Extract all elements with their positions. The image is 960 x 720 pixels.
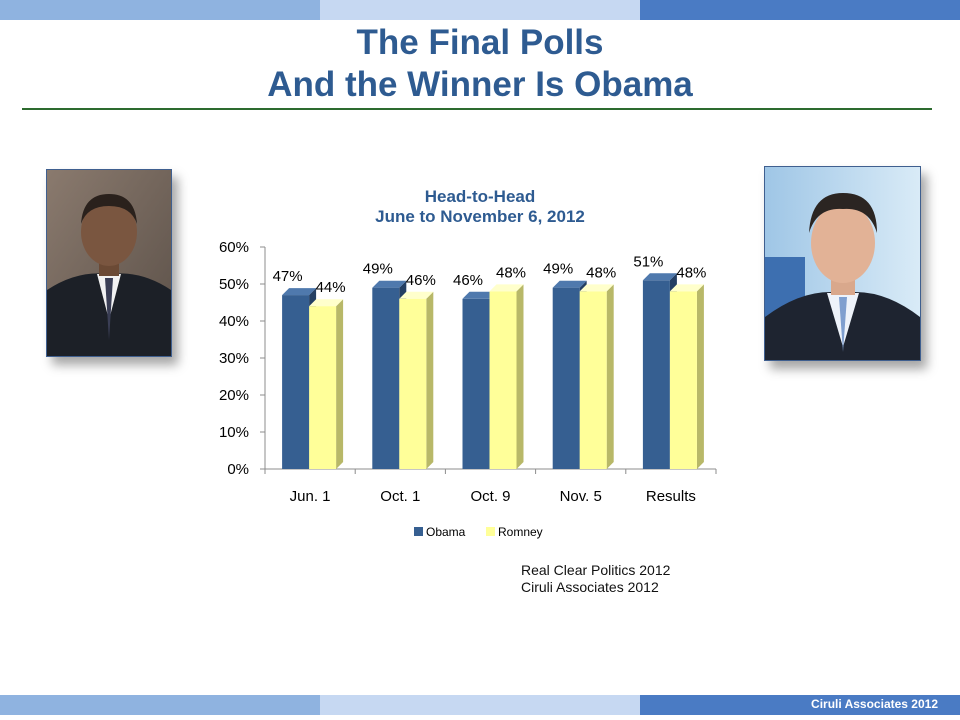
slide-title: The Final Polls And the Winner Is Obama xyxy=(0,22,960,106)
top-color-band xyxy=(0,0,960,20)
legend-item-romney: Romney xyxy=(486,525,543,539)
x-tick-label: Oct. 1 xyxy=(380,488,420,505)
data-label-romney: 46% xyxy=(406,272,436,289)
x-tick-label: Results xyxy=(646,488,696,505)
legend-swatch xyxy=(414,527,423,536)
data-label-romney: 48% xyxy=(496,264,526,281)
data-label-romney: 44% xyxy=(316,279,346,296)
data-label-obama: 46% xyxy=(453,272,483,289)
title-line-1: The Final Polls xyxy=(356,23,604,62)
bar-romney xyxy=(489,284,524,469)
y-tick-label: 20% xyxy=(219,387,249,404)
footer-credit: Ciruli Associates 2012 xyxy=(811,697,938,711)
legend-swatch xyxy=(486,527,495,536)
data-label-obama: 49% xyxy=(363,261,393,278)
y-tick-label: 50% xyxy=(219,276,249,293)
data-label-romney: 48% xyxy=(676,264,706,281)
y-tick-label: 0% xyxy=(227,461,249,478)
romney-portrait-image xyxy=(765,167,920,360)
chart-title: Head-to-Head xyxy=(425,187,536,206)
source-line-1: Real Clear Politics 2012 xyxy=(521,562,671,578)
bar-romney xyxy=(669,284,704,469)
romney-portrait xyxy=(764,166,921,361)
data-label-obama: 49% xyxy=(543,261,573,278)
obama-portrait xyxy=(46,169,172,357)
x-tick-label: Jun. 1 xyxy=(290,488,331,505)
bar-romney xyxy=(399,291,434,469)
legend-label: Romney xyxy=(498,525,543,539)
x-tick-label: Nov. 5 xyxy=(560,488,602,505)
y-tick-label: 40% xyxy=(219,313,249,330)
data-label-obama: 51% xyxy=(633,253,663,270)
bar-romney xyxy=(309,299,344,469)
legend-item-obama: Obama xyxy=(414,525,466,539)
y-tick-label: 30% xyxy=(219,350,249,367)
bar-romney xyxy=(579,284,614,469)
data-label-romney: 48% xyxy=(586,264,616,281)
title-line-2: And the Winner Is Obama xyxy=(267,65,693,104)
y-tick-label: 60% xyxy=(219,239,249,256)
obama-portrait-image xyxy=(47,170,171,356)
title-divider xyxy=(22,108,932,110)
data-label-obama: 47% xyxy=(273,268,303,285)
chart-bars: 47% 49% 46% 49% 51% 44% 46% 48% 48% 48% xyxy=(273,253,706,469)
chart-legend: Obama Romney xyxy=(414,525,543,539)
bar-obama xyxy=(282,288,317,469)
source-note: Real Clear Politics 2012 Ciruli Associat… xyxy=(521,562,670,596)
legend-label: Obama xyxy=(426,525,466,539)
y-tick-label: 10% xyxy=(219,424,249,441)
chart-subtitle: June to November 6, 2012 xyxy=(375,207,585,226)
bottom-color-band xyxy=(0,695,960,715)
x-tick-label: Oct. 9 xyxy=(470,488,510,505)
source-line-2: Ciruli Associates 2012 xyxy=(521,579,659,595)
